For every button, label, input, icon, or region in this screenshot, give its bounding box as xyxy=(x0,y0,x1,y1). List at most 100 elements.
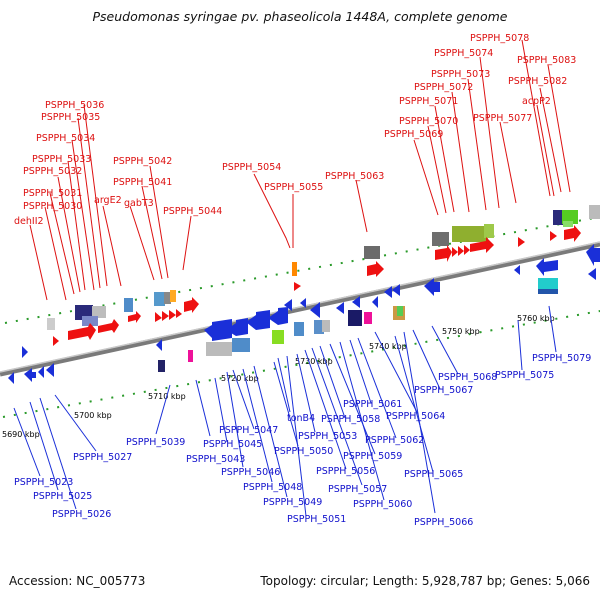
gene-label: PSPPH_5067 xyxy=(414,385,473,396)
gene-box xyxy=(364,312,372,324)
gene-label: PSPPH_5061 xyxy=(343,399,402,410)
gene-label: PSPPH_5054 xyxy=(222,162,281,173)
gene-label: PSPPH_5055 xyxy=(264,182,323,193)
gene-box xyxy=(232,338,250,352)
gene-label: PSPPH_5050 xyxy=(274,446,333,457)
gene-label: PSPPH_5027 xyxy=(73,452,132,463)
gene-arrow xyxy=(588,268,596,280)
reverse-labels: PSPPH_5023 PSPPH_5025 PSPPH_5026 PSPPH_5… xyxy=(14,353,591,528)
gene-arrow xyxy=(68,323,96,340)
gene-arrow xyxy=(169,310,176,320)
gene-box xyxy=(292,262,297,276)
gene-arrow xyxy=(586,244,600,266)
gene-arrow xyxy=(204,319,232,341)
gene-arrow xyxy=(550,231,557,241)
gene-label: PSPPH_5071 xyxy=(399,96,458,107)
gene-label: PSPPH_5048 xyxy=(243,482,302,493)
gene-arrow xyxy=(294,282,301,291)
gene-box xyxy=(92,306,106,318)
gene-label: PSPPH_5042 xyxy=(113,156,172,167)
gene-box xyxy=(170,290,176,302)
gene-label: PSPPH_5063 xyxy=(325,171,384,182)
gene-box xyxy=(452,226,488,242)
scale-label: 5700 kbp xyxy=(74,411,112,420)
gene-box xyxy=(484,224,494,238)
gene-label: PSPPH_5056 xyxy=(316,466,375,477)
gene-label: PSPPH_5044 xyxy=(163,206,222,217)
gene-box xyxy=(562,210,578,224)
gene-arrow xyxy=(518,237,525,247)
gene-arrow xyxy=(22,346,28,358)
reverse-genes xyxy=(8,244,600,384)
gene-box xyxy=(206,342,232,356)
gene-arrow xyxy=(184,297,199,313)
gene-arrow xyxy=(464,245,470,255)
gene-label: PSPPH_5083 xyxy=(517,55,576,66)
genome-info-text: Topology: circular; Length: 5,928,787 bp… xyxy=(260,574,590,588)
gene-label: PSPPH_5051 xyxy=(287,514,346,525)
scale-label: 5740 kbp xyxy=(369,342,407,351)
gene-label: tonB4 xyxy=(287,413,315,424)
gene-label: PSPPH_5026 xyxy=(52,509,111,520)
gene-label: PSPPH_5030 xyxy=(23,201,82,212)
gene-box xyxy=(154,292,165,306)
gene-arrow xyxy=(156,339,162,351)
gene-box xyxy=(188,350,193,362)
gene-label: PSPPH_5036 xyxy=(45,100,104,111)
gene-arrow xyxy=(458,246,464,256)
gene-arrow xyxy=(352,296,360,308)
gene-box xyxy=(294,322,304,336)
gene-arrow xyxy=(336,302,344,314)
gene-box xyxy=(364,246,380,259)
gene-label: PSPPH_5069 xyxy=(384,129,443,140)
gene-arrow xyxy=(470,237,494,253)
gene-box xyxy=(397,306,403,316)
scale-label: 5720 kbp xyxy=(221,374,259,383)
gene-label: PSPPH_5065 xyxy=(404,469,463,480)
gene-box xyxy=(158,360,165,372)
gene-arrow xyxy=(367,261,384,277)
forward-leader-lines xyxy=(29,39,571,301)
gene-label: gabT3 xyxy=(124,198,154,209)
gene-label: PSPPH_5053 xyxy=(298,431,357,442)
scale-label: 5760 kbp xyxy=(517,314,555,323)
gene-label: PSPPH_5060 xyxy=(353,499,412,510)
forward-labels: dehII2 PSPPH_5030 PSPPH_5031 PSPPH_5032 … xyxy=(14,33,576,227)
gene-arrow xyxy=(226,318,248,336)
gene-box xyxy=(82,316,98,326)
gene-arrow xyxy=(310,302,320,318)
gene-arrow xyxy=(300,298,306,308)
gene-label: PSPPH_5059 xyxy=(343,451,402,462)
gene-label: dehII2 xyxy=(14,216,44,227)
gene-arrow xyxy=(536,258,558,276)
gene-label: PSPPH_5041 xyxy=(113,177,172,188)
gene-label: PSPPH_5073 xyxy=(431,69,490,80)
gene-arrow xyxy=(98,319,119,333)
forward-genes xyxy=(47,205,600,346)
forward-tick-track xyxy=(4,216,600,324)
gene-box xyxy=(563,221,573,227)
gene-arrow xyxy=(128,311,141,323)
gene-box xyxy=(538,278,558,292)
gene-arrow xyxy=(452,247,458,257)
gene-arrow xyxy=(24,368,36,382)
gene-label: PSPPH_5066 xyxy=(414,517,473,528)
gene-arrow xyxy=(155,312,162,322)
gene-arrow xyxy=(284,299,292,311)
gene-label: PSPPH_5058 xyxy=(321,414,380,425)
gene-arrow xyxy=(176,309,182,318)
gene-label: PSPPH_5034 xyxy=(36,133,95,144)
gene-label: PSPPH_5049 xyxy=(263,497,322,508)
gene-label: acpP2 xyxy=(522,96,551,107)
gene-label: PSPPH_5035 xyxy=(41,112,100,123)
gene-arrow xyxy=(38,366,44,378)
gene-label: PSPPH_5077 xyxy=(473,113,532,124)
scale-label: 5750 kbp xyxy=(442,327,480,336)
gene-label: PSPPH_5032 xyxy=(23,166,82,177)
gene-label: PSPPH_5033 xyxy=(32,154,91,165)
gene-label: PSPPH_5047 xyxy=(219,425,278,436)
gene-label: PSPPH_5075 xyxy=(495,370,554,381)
gene-label: argE2 xyxy=(94,195,122,206)
scale-label: 5730 kbp xyxy=(295,357,333,366)
